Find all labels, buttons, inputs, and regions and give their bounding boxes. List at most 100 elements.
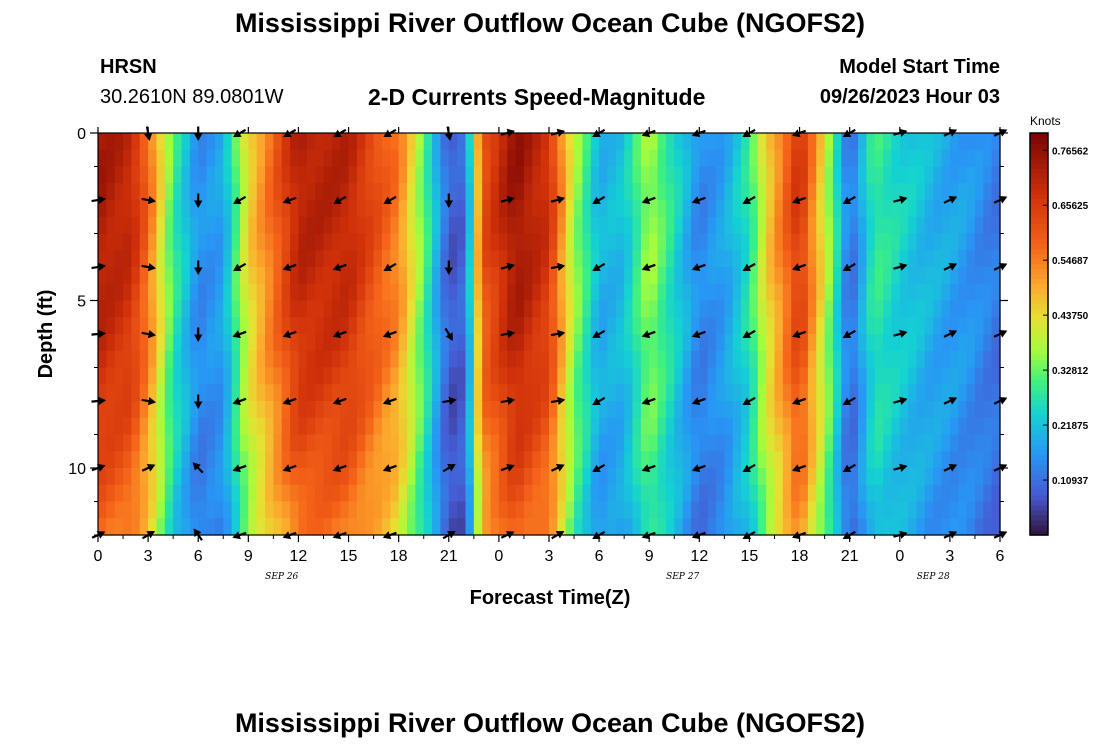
heatmap-cell	[599, 384, 609, 402]
heatmap-cell	[148, 518, 158, 536]
heatmap-cell	[974, 216, 984, 235]
heatmap-cell	[139, 183, 149, 201]
heatmap-cell	[507, 317, 517, 335]
current-vector	[442, 396, 457, 405]
colorbar-swatch	[1030, 133, 1048, 139]
heatmap-cell	[123, 401, 133, 419]
heatmap-cell	[891, 200, 901, 218]
heatmap-cell	[816, 233, 826, 251]
heatmap-cell	[607, 250, 617, 268]
heatmap-cell	[665, 149, 675, 168]
heatmap-cell	[841, 133, 851, 151]
heatmap-cell	[774, 133, 784, 151]
heatmap-cell	[891, 434, 901, 452]
heatmap-cell	[665, 417, 675, 436]
heatmap-cell	[832, 250, 842, 268]
heatmap-cell	[941, 451, 951, 469]
heatmap-cell	[858, 200, 867, 218]
heatmap-cell	[315, 200, 325, 218]
heatmap-cell	[590, 300, 600, 318]
heatmap-cell	[181, 149, 191, 168]
heatmap-cell	[498, 451, 508, 469]
heatmap-cell	[899, 434, 909, 452]
heatmap-cell	[549, 350, 558, 369]
heatmap-cell	[532, 250, 542, 268]
heatmap-cell	[273, 518, 283, 536]
heatmap-cell	[824, 468, 834, 486]
heatmap-cell	[832, 384, 842, 402]
heatmap-cell	[164, 133, 174, 151]
heatmap-cell	[457, 300, 467, 318]
heatmap-cell	[398, 367, 408, 385]
heatmap-cell	[782, 149, 792, 168]
heatmap-cell	[498, 367, 508, 385]
heatmap-cell	[457, 283, 467, 302]
heatmap-cell	[682, 233, 692, 251]
x-tick-label: 3	[545, 548, 554, 565]
heatmap-cell	[941, 417, 951, 436]
heatmap-cell	[390, 484, 400, 503]
heatmap-cell	[465, 166, 475, 184]
heatmap-cell	[958, 317, 968, 335]
heatmap-cell	[590, 417, 600, 436]
heatmap-cell	[682, 451, 692, 469]
heatmap-cell	[991, 149, 1001, 168]
heatmap-cell	[290, 183, 300, 201]
heatmap-cell	[523, 200, 533, 218]
heatmap-cell	[490, 300, 500, 318]
heatmap-cell	[156, 417, 166, 436]
heatmap-cell	[114, 166, 124, 184]
heatmap-cell	[941, 283, 951, 302]
heatmap-cell	[348, 133, 358, 151]
heatmap-cell	[807, 334, 817, 352]
current-vector	[232, 397, 247, 406]
heatmap-cell	[290, 267, 300, 285]
heatmap-cell	[749, 468, 759, 486]
heatmap-cell	[958, 367, 968, 385]
heatmap-cell	[432, 166, 442, 184]
heatmap-cell	[557, 183, 567, 201]
heatmap-cell	[983, 484, 993, 503]
heatmap-cell	[757, 149, 767, 168]
colorbar-tick-label: 0.21875	[1052, 421, 1089, 432]
heatmap-cell	[599, 149, 609, 168]
heatmap-cell	[448, 250, 458, 268]
heatmap-cell	[899, 367, 909, 385]
heatmap-cell	[749, 434, 759, 452]
heatmap-cell	[866, 200, 876, 218]
heatmap-cell	[824, 384, 834, 402]
heatmap-cell	[924, 468, 934, 486]
heatmap-cell	[273, 133, 283, 151]
heatmap-cell	[607, 401, 617, 419]
heatmap-cell	[640, 283, 650, 302]
heatmap-cell	[766, 250, 776, 268]
heatmap-cell	[415, 451, 425, 469]
heatmap-cell	[440, 518, 450, 536]
heatmap-cell	[665, 334, 675, 352]
heatmap-cell	[799, 283, 809, 302]
heatmap-cell	[181, 468, 191, 486]
heatmap-cell	[239, 451, 249, 469]
heatmap-cell	[498, 183, 508, 201]
heatmap-cell	[507, 451, 517, 469]
current-vector	[943, 263, 958, 271]
heatmap-cell	[883, 367, 893, 385]
heatmap-cell	[866, 300, 876, 318]
heatmap-cell	[381, 133, 391, 151]
heatmap-cell	[782, 200, 792, 218]
heatmap-cell	[523, 350, 533, 369]
heatmap-cell	[874, 518, 884, 536]
heatmap-cell	[799, 250, 809, 268]
heatmap-cell	[173, 233, 183, 251]
heatmap-cell	[189, 166, 199, 184]
heatmap-cell	[732, 183, 742, 201]
heatmap-cell	[214, 434, 224, 452]
current-vector	[141, 263, 156, 272]
heatmap-cell	[908, 233, 918, 251]
current-vector	[233, 262, 247, 272]
heatmap-cell	[248, 501, 258, 519]
heatmap-cell	[114, 133, 124, 151]
heatmap-cell	[114, 200, 124, 218]
heatmap-cell	[899, 334, 909, 352]
heatmap-cell	[173, 484, 183, 503]
